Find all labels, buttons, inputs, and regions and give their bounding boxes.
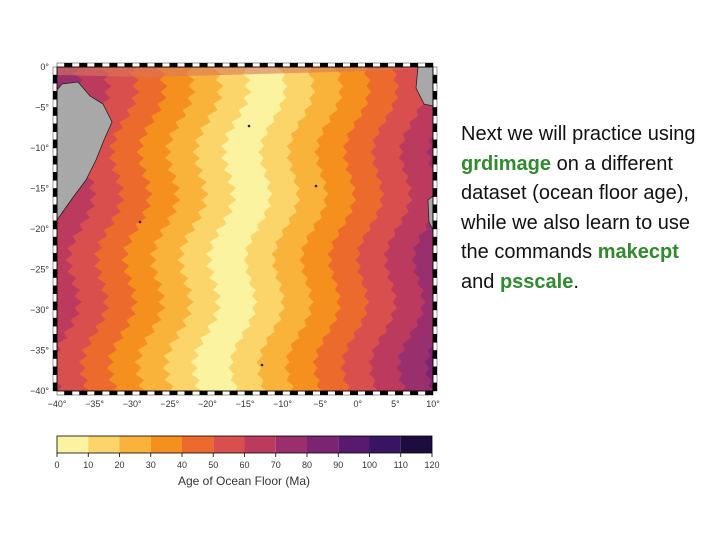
colorbar-segment <box>119 436 151 453</box>
seafloor-age-grid <box>57 67 433 391</box>
text-part-2: on a different dataset (ocean floor age)… <box>461 152 691 264</box>
colorbar-segment <box>400 436 432 453</box>
colorbar-tick-label: 30 <box>146 460 156 470</box>
colorbar: 0 10 20 30 40 50 60 70 80 90 100 110 120 <box>54 435 440 470</box>
island <box>138 220 142 224</box>
latitude-tick-label: −5° <box>35 103 49 113</box>
colorbar-segment <box>307 436 339 453</box>
colorbar-segment <box>57 436 89 453</box>
longitude-tick-label: −40° <box>48 399 67 409</box>
colorbar-segment <box>244 436 276 453</box>
latitude-tick-label: −40° <box>30 386 49 396</box>
latitude-tick-label: 0° <box>40 62 49 72</box>
colorbar-tick-label: 20 <box>114 460 124 470</box>
longitude-tick-label: 5° <box>391 399 400 409</box>
longitude-tick-label: −30° <box>123 399 142 409</box>
age-band <box>190 67 288 391</box>
colorbar-tick-label: 120 <box>424 460 439 470</box>
colorbar-segment <box>213 436 245 453</box>
longitude-tick-label: 10° <box>426 399 440 409</box>
longitude-tick-label: 0° <box>353 399 362 409</box>
latitude-tick-label: −15° <box>30 184 49 194</box>
colorbar-segment <box>338 436 370 453</box>
command-psscale: psscale <box>499 270 574 293</box>
colorbar-segment <box>150 436 182 453</box>
colorbar-segment <box>88 436 120 453</box>
map-panel: 0° −5° −10° −15° −20° −25° −30° −35° −40° −40° −3… <box>30 62 441 488</box>
colorbar-tick-label: 0 <box>54 460 59 470</box>
colorbar-tick-label: 90 <box>333 460 343 470</box>
latitude-axis: 0° −5° −10° −15° −20° −25° −30° −35° −40° <box>30 62 49 396</box>
longitude-tick-label: −35° <box>85 399 104 409</box>
longitude-axis: −40° −35° −30° −25° −20° −15° −10° −5° 0° 5° 10° <box>48 399 441 409</box>
text-part-1: Next we will practice using <box>461 123 696 145</box>
longitude-tick-label: −25° <box>160 399 179 409</box>
colorbar-segment <box>369 436 401 453</box>
colorbar-tick-label: 100 <box>362 460 377 470</box>
colorbar-tick-label: 10 <box>83 460 93 470</box>
text-part-4: . <box>573 270 579 293</box>
longitude-tick-label: −15° <box>236 399 255 409</box>
longitude-tick-label: −10° <box>273 399 292 409</box>
south-america-landmass <box>56 81 113 222</box>
text-part-3: and <box>461 270 500 293</box>
colorbar-tick-label: 110 <box>394 460 408 470</box>
map-figure: 0° −5° −10° −15° −20° −25° −30° −35° −40° −40° −3… <box>30 62 441 488</box>
colorbar-tick-label: 60 <box>239 460 249 470</box>
slide-text: Next we will practice using grdimage on … <box>461 120 706 297</box>
northern-band <box>57 67 433 77</box>
colorbar-tick-label: 50 <box>208 460 218 470</box>
island <box>314 184 318 188</box>
latitude-tick-label: −25° <box>30 265 49 275</box>
latitude-tick-label: −35° <box>30 346 49 356</box>
colorbar-tick-label: 70 <box>271 460 281 470</box>
longitude-tick-label: −5° <box>313 399 327 409</box>
map-frame <box>52 62 438 396</box>
colorbar-title: Age of Ocean Floor (Ma) <box>178 474 310 488</box>
colorbar-tick-label: 40 <box>177 460 187 470</box>
longitude-tick-label: −20° <box>198 399 217 409</box>
colorbar-segment <box>275 436 307 453</box>
command-makecpt: makecpt <box>597 241 679 263</box>
colorbar-tick-label: 80 <box>302 460 312 470</box>
latitude-tick-label: −30° <box>30 305 49 315</box>
colorbar-segment <box>182 436 214 453</box>
island <box>260 363 264 367</box>
latitude-tick-label: −20° <box>30 224 49 234</box>
island <box>247 124 251 128</box>
latitude-tick-label: −10° <box>30 143 49 153</box>
command-grdimage: grdimage <box>461 152 552 175</box>
